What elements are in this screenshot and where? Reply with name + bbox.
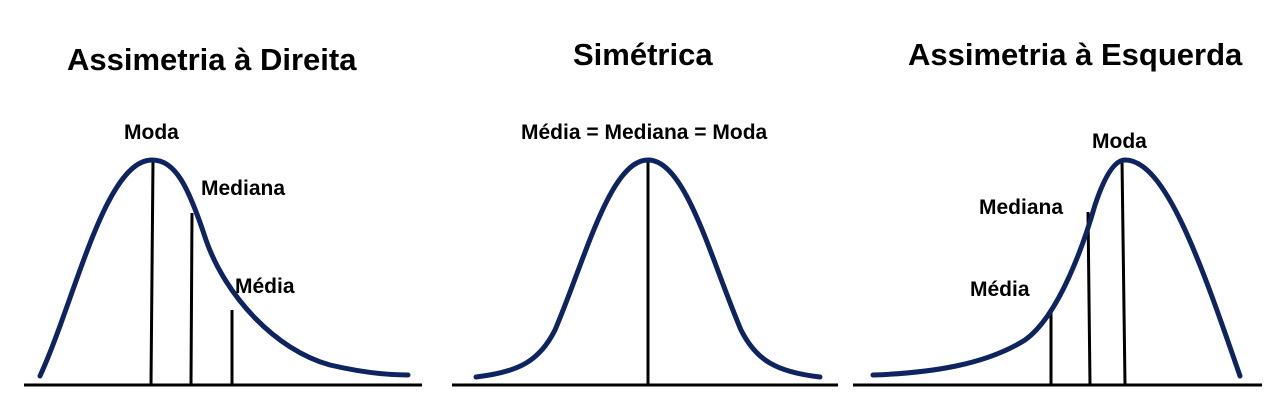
label-media: Média <box>235 275 295 298</box>
label-mediana: Mediana <box>979 196 1064 219</box>
label-media-mediana-moda: Média = Mediana = Moda <box>521 121 768 144</box>
panel-symmetric <box>452 157 838 387</box>
panel-title-symmetric: Simétrica <box>573 37 713 72</box>
label-media: Média <box>970 278 1030 301</box>
moda-marker-line <box>1120 159 1127 386</box>
label-mediana: Mediana <box>201 177 286 200</box>
right-skew-curve <box>37 157 411 379</box>
panel-title-right-skew: Assimetria à Direita <box>67 42 357 77</box>
panel-title-left-skew: Assimetria à Esquerda <box>908 37 1243 72</box>
panel-left-skew <box>853 157 1262 387</box>
mediana-marker-line <box>1086 211 1092 386</box>
mediana-marker-line <box>189 212 194 386</box>
panel-right-skew <box>24 157 422 387</box>
symmetric-curve <box>473 157 823 380</box>
moda-marker-line <box>149 159 155 386</box>
label-moda: Moda <box>124 121 179 144</box>
left-skew-curve <box>870 157 1243 379</box>
label-moda: Moda <box>1092 130 1147 153</box>
